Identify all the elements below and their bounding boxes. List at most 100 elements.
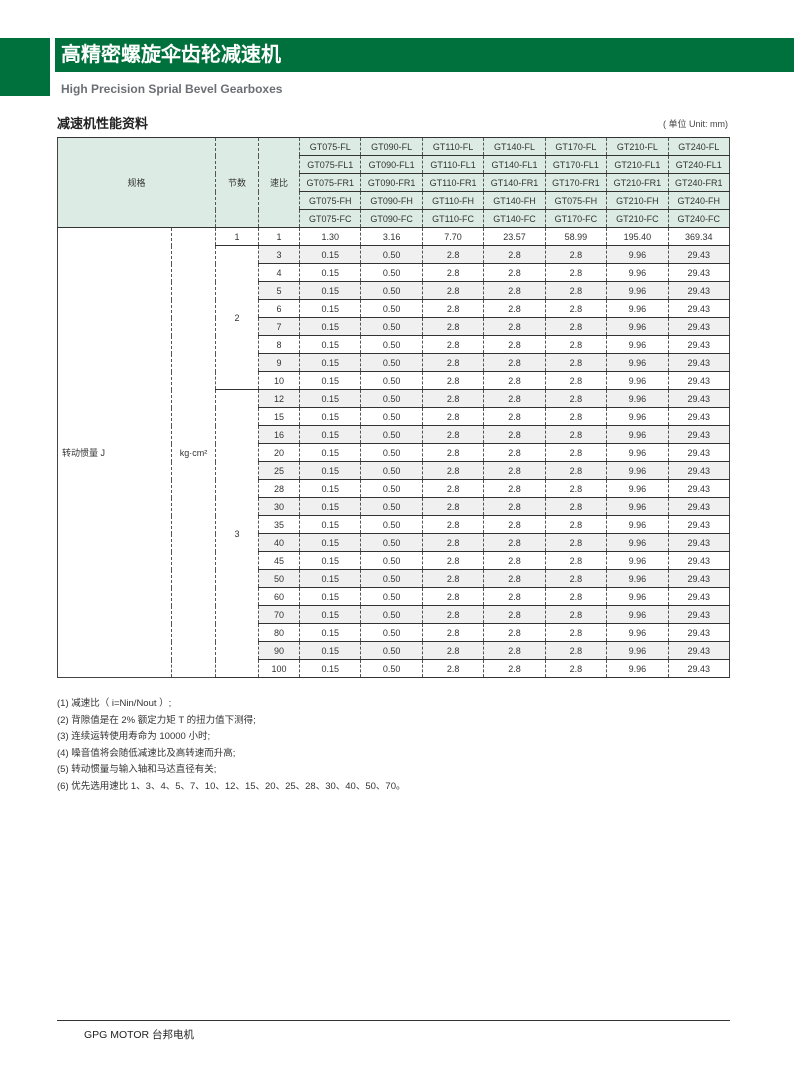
value-cell: 9.96 (606, 551, 669, 570)
ratio-cell: 90 (258, 641, 301, 660)
brand-block (0, 38, 50, 96)
value-cell: 2.8 (544, 353, 608, 372)
value-cell: 2.8 (483, 533, 546, 552)
model-cell: GT170-FC (544, 209, 608, 228)
model-cell: GT075-FL (299, 137, 362, 156)
value-cell: 2.8 (544, 281, 608, 300)
value-cell: 0.50 (360, 407, 423, 426)
value-cell: 29.43 (667, 281, 731, 300)
value-cell: 9.96 (606, 299, 669, 318)
page-title: 高精密螺旋伞齿轮减速机 (55, 38, 794, 72)
value-cell: 2.8 (483, 425, 546, 444)
value-cell: 2.8 (544, 299, 608, 318)
value-cell: 29.43 (667, 299, 731, 318)
value-cell: 195.40 (606, 227, 669, 246)
value-cell: 0.50 (360, 497, 423, 516)
ratio-cell: 7 (258, 317, 301, 336)
table-row: 70 0.15 0.50 2.8 2.8 2.8 9.96 29.43 (58, 605, 731, 624)
value-cell: 9.96 (606, 497, 669, 516)
header-ratio: 速比 (258, 137, 301, 228)
model-cell: GT075-FR1 (299, 173, 362, 192)
model-cell: GT240-FL1 (667, 155, 731, 174)
value-cell: 9.96 (606, 317, 669, 336)
model-cell: GT210-FL1 (606, 155, 669, 174)
value-cell: 2.8 (544, 371, 608, 390)
value-cell: 0.15 (299, 605, 362, 624)
table-row: 80 0.15 0.50 2.8 2.8 2.8 9.96 29.43 (58, 623, 731, 642)
value-cell: 9.96 (606, 605, 669, 624)
table-row: 100 0.15 0.50 2.8 2.8 2.8 9.96 29.43 (58, 659, 731, 678)
value-cell: 29.43 (667, 461, 731, 480)
value-cell: 2.8 (421, 281, 485, 300)
table-row: 2 3 0.15 0.50 2.8 2.8 2.8 9.96 29.43 (58, 245, 731, 390)
model-cell: GT240-FL (667, 137, 731, 156)
note-item: (5) 转动惯量与输入轴和马达直径有关; (57, 764, 217, 775)
model-cell: GT090-FH (360, 191, 423, 210)
value-cell: 2.8 (421, 641, 485, 660)
value-cell: 0.15 (299, 353, 362, 372)
value-cell: 2.8 (421, 425, 485, 444)
notes: (1) 减速比（ i=Nin/Nout ）; (2) 背隙值是在 2% 额定力矩 … (57, 696, 405, 795)
table-row: 28 0.15 0.50 2.8 2.8 2.8 9.96 29.43 (58, 479, 731, 498)
value-cell: 0.50 (360, 335, 423, 354)
value-cell: 0.50 (360, 641, 423, 660)
value-cell: 2.8 (421, 443, 485, 462)
value-cell: 0.50 (360, 461, 423, 480)
model-cell: GT075-FH (544, 191, 608, 210)
value-cell: 2.8 (421, 659, 485, 678)
value-cell: 9.96 (606, 533, 669, 552)
ratio-cell: 100 (258, 659, 301, 678)
value-cell: 2.8 (483, 623, 546, 642)
value-cell: 2.8 (544, 515, 608, 534)
value-cell: 2.8 (544, 335, 608, 354)
footer-divider (57, 1020, 730, 1021)
value-cell: 0.50 (360, 245, 423, 264)
model-cell: GT090-FC (360, 209, 423, 228)
value-cell: 2.8 (483, 605, 546, 624)
value-cell: 2.8 (483, 317, 546, 336)
value-cell: 2.8 (483, 641, 546, 660)
value-cell: 29.43 (667, 587, 731, 606)
value-cell: 29.43 (667, 605, 731, 624)
value-cell: 0.15 (299, 659, 362, 678)
value-cell: 0.15 (299, 623, 362, 642)
value-cell: 9.96 (606, 461, 669, 480)
value-cell: 2.8 (483, 569, 546, 588)
ratio-cell: 60 (258, 587, 301, 606)
model-cell: GT210-FC (606, 209, 669, 228)
value-cell: 1.30 (299, 227, 362, 246)
ratio-cell: 4 (258, 263, 301, 282)
model-cell: GT210-FH (606, 191, 669, 210)
value-cell: 2.8 (421, 569, 485, 588)
value-cell: 2.8 (544, 317, 608, 336)
value-cell: 29.43 (667, 371, 731, 390)
ratio-cell: 15 (258, 407, 301, 426)
value-cell: 2.8 (483, 389, 546, 408)
table-row: 6 0.15 0.50 2.8 2.8 2.8 9.96 29.43 (58, 299, 731, 318)
value-cell: 9.96 (606, 569, 669, 588)
model-cell: GT090-FL1 (360, 155, 423, 174)
value-cell: 2.8 (483, 353, 546, 372)
ratio-cell: 28 (258, 479, 301, 498)
note-item: (4) 噪音值将会随低减速比及高转速而升高; (57, 747, 236, 759)
value-cell: 2.8 (483, 245, 546, 264)
value-cell: 0.50 (360, 569, 423, 588)
value-cell: 3.16 (360, 227, 423, 246)
value-cell: 2.8 (544, 659, 608, 678)
value-cell: 2.8 (544, 389, 608, 408)
ratio-cell: 16 (258, 425, 301, 444)
model-cell: GT140-FL (483, 137, 546, 156)
value-cell: 9.96 (606, 587, 669, 606)
value-cell: 9.96 (606, 425, 669, 444)
value-cell: 2.8 (544, 587, 608, 606)
table-row: 3 12 0.15 0.50 2.8 2.8 2.8 9.96 29.43 (58, 389, 731, 678)
value-cell: 2.8 (483, 371, 546, 390)
model-cell: GT210-FR1 (606, 173, 669, 192)
model-cell: GT075-FL1 (299, 155, 362, 174)
ratio-cell: 45 (258, 551, 301, 570)
value-cell: 29.43 (667, 317, 731, 336)
value-cell: 0.15 (299, 299, 362, 318)
model-cell: GT110-FL1 (421, 155, 485, 174)
value-cell: 0.50 (360, 443, 423, 462)
value-cell: 2.8 (483, 587, 546, 606)
